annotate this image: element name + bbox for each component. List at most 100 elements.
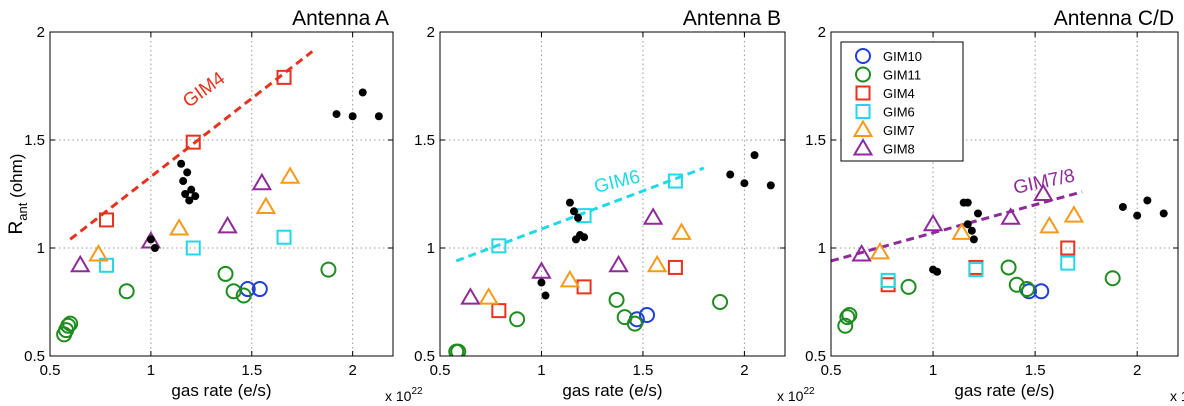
black-dot-point (374, 112, 383, 121)
gim7-point (279, 166, 301, 184)
x-tick-label: 2 (348, 362, 356, 379)
x-tick-label: 1.5 (241, 362, 262, 379)
legend-marker-gim7 (852, 119, 874, 137)
gim11-point (839, 309, 856, 326)
gim11-point (509, 311, 526, 328)
black-dot-point (1133, 211, 1142, 220)
gim8-point (531, 261, 552, 279)
legend-marker-gim4 (855, 85, 871, 101)
gim11-point (217, 265, 234, 282)
black-dot-point (191, 192, 200, 201)
panel-title: Antenna B (683, 7, 781, 30)
gim8-point (217, 215, 238, 234)
legend-marker-gim11 (855, 66, 871, 83)
gim4-point (491, 303, 507, 319)
gim4-point (667, 259, 683, 275)
black-dot-point (332, 110, 341, 119)
gim7-point (951, 222, 972, 240)
x-tick-label: 0.5 (821, 362, 842, 379)
gim11-point (450, 343, 467, 356)
y-tick-label: 2 (37, 24, 45, 41)
black-dot-point (766, 181, 775, 190)
x-axis-label: gas rate (e/s) (562, 381, 662, 400)
x-axis-label: gas rate (e/s) (171, 381, 271, 400)
legend-label-gim10: GIM10 (883, 49, 922, 64)
gim11-point (62, 315, 79, 332)
black-dot-point (177, 159, 186, 168)
legend-label-gim7: GIM7 (883, 123, 915, 138)
x-exponent: x 1022 (385, 386, 423, 404)
y-tick-label: 2 (427, 24, 435, 41)
gim8-point (251, 172, 273, 191)
legend-label-gim11: GIM11 (883, 68, 921, 83)
black-dot-point (969, 235, 978, 244)
black-dot-point (933, 267, 942, 276)
gim8-point (140, 231, 162, 249)
black-dot-point (179, 177, 188, 186)
gim6-point (880, 272, 896, 288)
gim6-point (1060, 255, 1076, 271)
black-dot-point (541, 291, 550, 300)
gim8-point (851, 244, 872, 262)
black-dot-point (963, 198, 972, 207)
black-dot-point (726, 170, 735, 179)
x-tick-label: 0.5 (430, 362, 451, 379)
black-dot-point (740, 179, 749, 188)
gim7-point (671, 222, 692, 240)
black-dot-point (537, 278, 546, 287)
gim11-point (841, 306, 858, 323)
gim11-point (1104, 270, 1121, 287)
gim8-point (642, 207, 664, 225)
gim6-point (276, 229, 292, 245)
gim4-point (1060, 240, 1076, 256)
gim11-point (1008, 276, 1025, 293)
x-exponent-base: x 10 (385, 388, 412, 404)
gim7-point (1039, 215, 1060, 234)
gim11-point (1000, 259, 1017, 276)
x-exponent-base: x 10 (1170, 388, 1184, 404)
x-exponent: x 1022 (1170, 386, 1184, 404)
x-exponent-base: x 10 (777, 388, 804, 404)
gim11-point (60, 317, 77, 334)
x-exponent-power: 22 (803, 386, 815, 397)
gim11-point (225, 283, 242, 300)
legend: GIM10 GIM11 GIM4 GIM6 GIM7 GIM8 (840, 41, 964, 162)
gim7-point (646, 254, 668, 273)
gim11-point (1018, 281, 1035, 298)
gim6-point (491, 238, 507, 254)
gim11-point (235, 287, 252, 304)
black-dot-point (150, 244, 159, 252)
gim8-point (460, 287, 481, 305)
black-dot-point (963, 220, 972, 229)
data-points (448, 151, 775, 356)
black-dot-point (750, 151, 759, 160)
legend-label-gim4: GIM4 (883, 86, 915, 101)
gim6-point (968, 262, 984, 278)
gim7-point (88, 244, 109, 262)
black-dot-point (973, 209, 982, 218)
gim6-point (667, 173, 683, 189)
y-label-main: R (6, 221, 27, 235)
panel-title: Antenna C/D (1054, 7, 1174, 30)
gim7-point (1063, 205, 1085, 223)
y-tick-label: 0.5 (414, 348, 435, 365)
x-exponent-power: 22 (411, 386, 423, 397)
y-tick-label: 1 (37, 240, 45, 257)
gim4-point (185, 134, 201, 150)
y-tick-label: 0.5 (805, 348, 826, 365)
gim8-point (922, 213, 944, 232)
y-axis-label: Rant (ohm) (6, 154, 30, 235)
x-tick-label: 2 (1133, 362, 1141, 379)
x-axis-label: gas rate (e/s) (954, 381, 1054, 400)
gim11-point (837, 317, 854, 334)
y-tick-label: 1 (818, 240, 826, 257)
gim4-point (276, 69, 292, 85)
data-points (837, 183, 1168, 334)
axes-box (49, 31, 394, 357)
legend-label-gim6: GIM6 (883, 105, 915, 120)
gim8-point (70, 254, 91, 273)
gim11-point (626, 315, 643, 332)
panel-title: Antenna A (292, 7, 389, 30)
y-tick-label: 1 (427, 240, 435, 257)
x-tick-label: 1 (147, 362, 155, 379)
